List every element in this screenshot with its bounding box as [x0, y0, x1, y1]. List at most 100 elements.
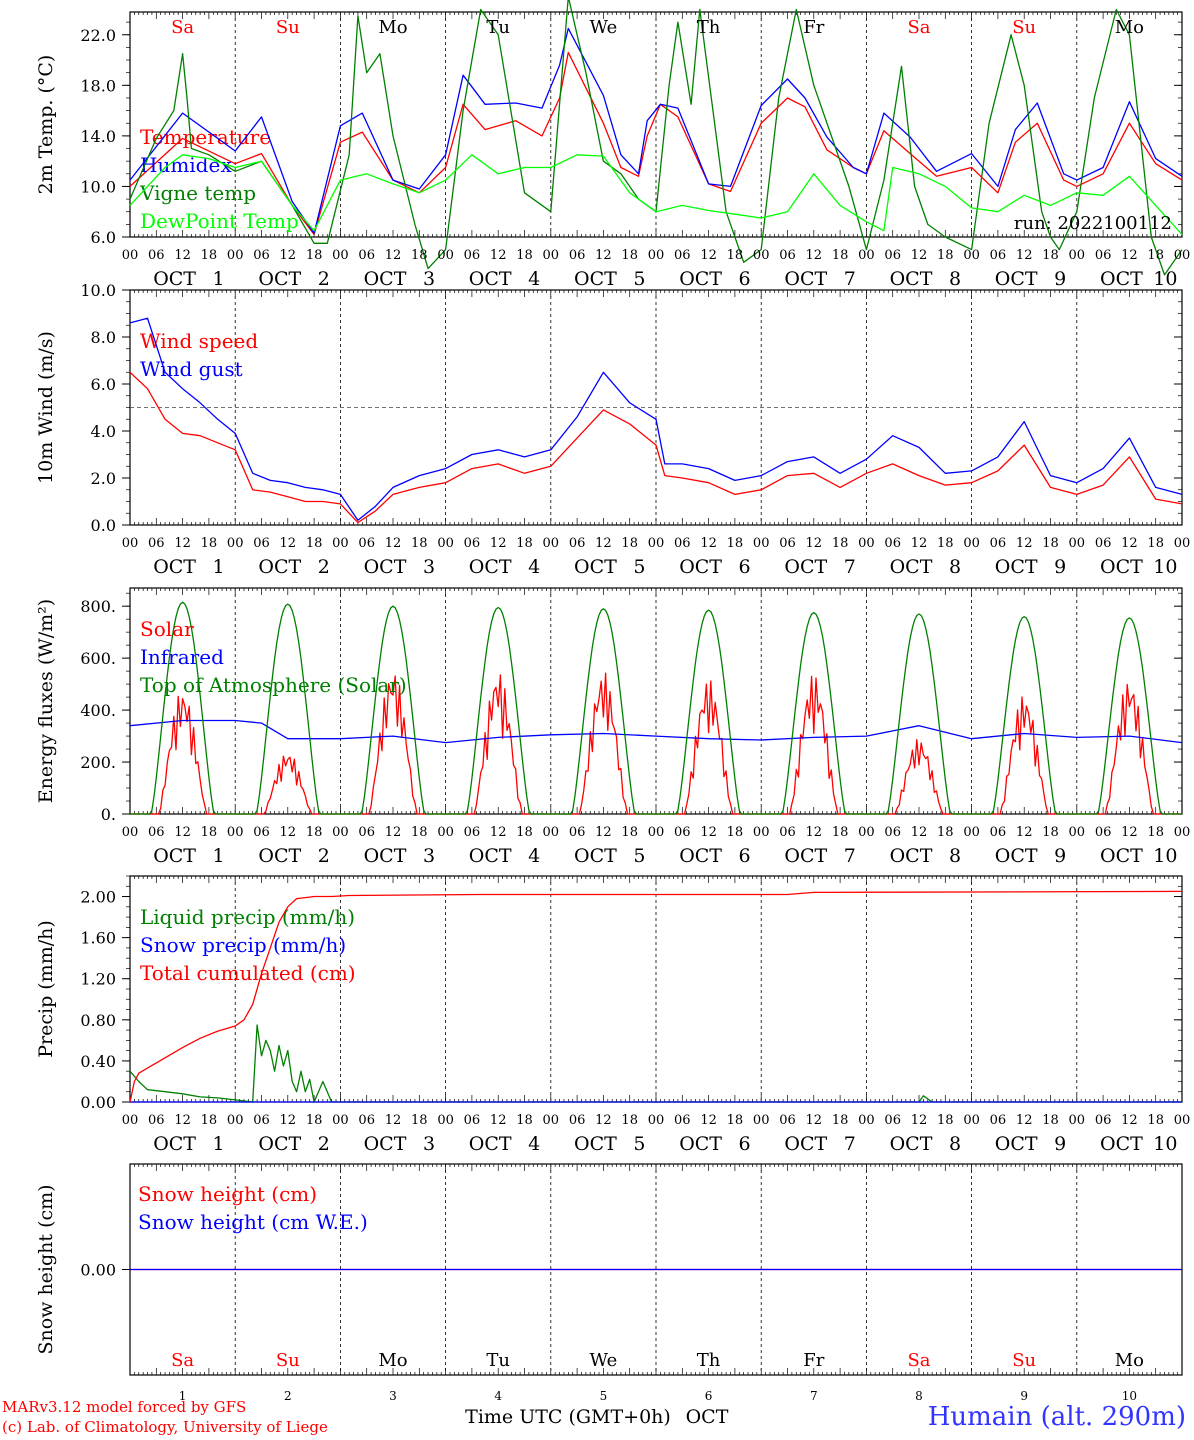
- hour-tick-label: 18: [621, 825, 638, 840]
- hour-tick-label: 18: [201, 248, 218, 263]
- hour-tick-label: 06: [464, 248, 481, 263]
- weekday-label-top: Sa: [171, 17, 194, 38]
- legend-label: Top of Atmosphere (Solar): [140, 673, 407, 697]
- y-tick-label: 0.: [101, 805, 116, 824]
- date-month-label: OCT: [258, 845, 301, 867]
- hour-tick-label: 18: [727, 248, 744, 263]
- weekday-label-bottom: Mo: [378, 1350, 407, 1371]
- hour-tick-label: 00: [858, 1113, 875, 1128]
- hour-tick-label: 00: [648, 248, 665, 263]
- hour-tick-label: 00: [648, 536, 665, 551]
- hour-tick-label: 06: [884, 825, 901, 840]
- y-tick-label: 1.20: [80, 970, 116, 989]
- hour-tick-label: 12: [490, 1113, 507, 1128]
- hour-tick-label: 18: [411, 825, 428, 840]
- legend-label: Humidex: [140, 153, 232, 177]
- hour-tick-label: 00: [1174, 1113, 1191, 1128]
- date-day-label: 3: [423, 845, 435, 867]
- date-month-label: OCT: [364, 1133, 407, 1155]
- hour-tick-label: 12: [1016, 1113, 1033, 1128]
- hour-tick-label: 18: [727, 825, 744, 840]
- bottom-day-number: 4: [494, 1389, 502, 1403]
- hour-tick-label: 00: [332, 248, 349, 263]
- date-month-label: OCT: [679, 268, 722, 290]
- date-day-label: 9: [1054, 845, 1066, 867]
- hour-tick-label: 00: [437, 1113, 454, 1128]
- hour-tick-label: 06: [674, 248, 691, 263]
- y-tick-label: 2.0: [91, 469, 116, 488]
- y-tick-label: 0.40: [80, 1052, 116, 1071]
- hour-tick-label: 18: [1147, 536, 1164, 551]
- bottom-day-number: 2: [284, 1389, 292, 1403]
- hour-tick-label: 00: [227, 825, 244, 840]
- hour-tick-label: 06: [148, 248, 165, 263]
- date-month-label: OCT: [153, 1133, 196, 1155]
- weekday-label-top: Fr: [803, 17, 824, 38]
- date-day-label: 9: [1054, 268, 1066, 290]
- hour-tick-label: 00: [1069, 248, 1086, 263]
- hour-tick-label: 12: [700, 1113, 717, 1128]
- hour-tick-label: 18: [1042, 248, 1059, 263]
- hour-tick-label: 06: [990, 248, 1007, 263]
- hour-tick-label: 18: [727, 536, 744, 551]
- date-month-label: OCT: [574, 556, 617, 578]
- bottom-day-number: 1: [179, 1389, 187, 1403]
- weekday-label-top: We: [590, 17, 618, 38]
- date-month-label: OCT: [784, 845, 827, 867]
- date-month-label: OCT: [258, 268, 301, 290]
- y-tick-label: 6.0: [91, 375, 116, 394]
- hour-tick-label: 06: [358, 825, 375, 840]
- date-day-label: 5: [633, 845, 645, 867]
- hour-tick-label: 18: [1147, 1113, 1164, 1128]
- legend-label: Snow precip (mm/h): [140, 933, 346, 957]
- weekday-label-bottom: Tu: [486, 1350, 510, 1371]
- y-tick-label: 1.60: [80, 929, 116, 948]
- y-tick-label: 0.0: [91, 516, 116, 535]
- series-line-vigne-temp: [129, 0, 1183, 276]
- series-line-dewpoint-temp: [129, 154, 1183, 235]
- date-day-label: 5: [633, 1133, 645, 1155]
- hour-tick-label: 06: [884, 248, 901, 263]
- date-day-label: 2: [318, 556, 330, 578]
- date-day-label: 1: [213, 268, 225, 290]
- hour-tick-label: 00: [753, 825, 770, 840]
- hour-tick-label: 12: [1121, 1113, 1138, 1128]
- y-tick-label: 10.0: [80, 281, 116, 300]
- hour-tick-label: 12: [911, 248, 928, 263]
- hour-tick-label: 18: [832, 248, 849, 263]
- hour-tick-label: 06: [884, 536, 901, 551]
- legend-label: Total cumulated (cm): [140, 961, 356, 985]
- hour-tick-label: 12: [1121, 536, 1138, 551]
- hour-tick-label: 06: [358, 1113, 375, 1128]
- date-month-label: OCT: [258, 556, 301, 578]
- date-month-label: OCT: [364, 556, 407, 578]
- date-month-label: OCT: [1100, 268, 1143, 290]
- hour-tick-label: 18: [937, 825, 954, 840]
- hour-tick-label: 06: [779, 825, 796, 840]
- series-line-total-cumulated-cm-: [129, 890, 1183, 1103]
- hour-tick-label: 12: [806, 248, 823, 263]
- hour-tick-label: 18: [937, 248, 954, 263]
- date-day-label: 6: [739, 1133, 751, 1155]
- date-day-label: 10: [1153, 556, 1177, 578]
- y-tick-label: 18.0: [80, 76, 116, 95]
- date-month-label: OCT: [469, 268, 512, 290]
- hour-tick-label: 06: [148, 825, 165, 840]
- weekday-label-top: Tu: [486, 17, 510, 38]
- date-month-label: OCT: [574, 268, 617, 290]
- hour-tick-label: 18: [516, 825, 533, 840]
- hour-tick-label: 06: [1095, 825, 1112, 840]
- y-tick-label: 14.0: [80, 127, 116, 146]
- hour-tick-label: 12: [490, 825, 507, 840]
- hour-tick-label: 00: [1174, 825, 1191, 840]
- hour-tick-label: 06: [569, 825, 586, 840]
- legend-label: Infrared: [140, 645, 224, 669]
- hour-tick-label: 18: [306, 825, 323, 840]
- date-day-label: 3: [423, 556, 435, 578]
- date-month-label: OCT: [890, 1133, 933, 1155]
- date-month-label: OCT: [1100, 1133, 1143, 1155]
- legend-label: Solar: [140, 617, 194, 641]
- date-month-label: OCT: [890, 268, 933, 290]
- hour-tick-label: 12: [806, 1113, 823, 1128]
